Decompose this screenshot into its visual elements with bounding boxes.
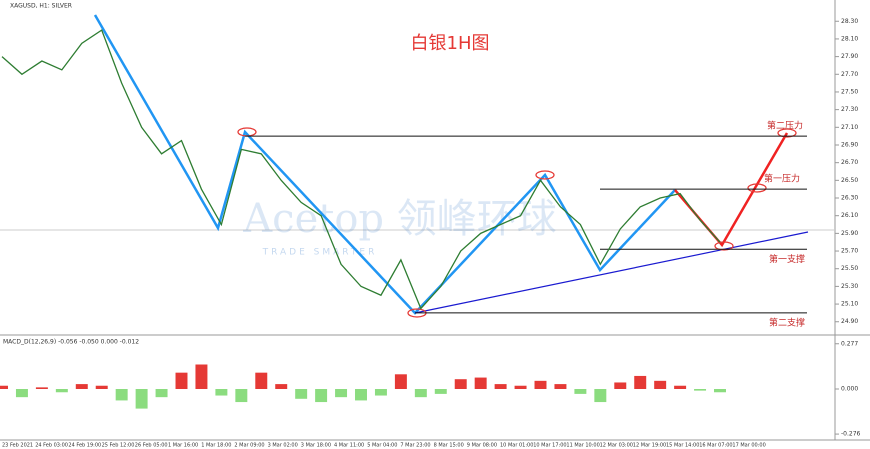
macd-bar: [614, 382, 627, 389]
time-label: 12 Mar 03:00: [600, 443, 633, 449]
macd-bar: [15, 389, 28, 398]
y-tick-label: 26.10: [841, 212, 858, 219]
time-label: 25 Feb 12:00: [102, 443, 135, 449]
time-label: 15 Mar 14:00: [666, 443, 699, 449]
y-tick-label: 26.70: [841, 159, 858, 166]
macd-label: MACD_D(12,26,9) -0.056 -0.050 0.000 -0.0…: [3, 339, 139, 346]
macd-bar: [554, 384, 567, 389]
macd-bar: [215, 389, 228, 396]
macd-bar: [275, 384, 288, 389]
macd-tick-label: 0.277: [841, 340, 858, 347]
macd-bar: [434, 389, 447, 394]
macd-bar: [674, 385, 687, 389]
time-label: 11 Mar 10:00: [566, 443, 599, 449]
macd-bar: [95, 385, 108, 389]
time-label: 2 Mar 09:00: [234, 443, 264, 449]
time-label: 23 Feb 2021: [2, 443, 33, 449]
y-tick-label: 25.90: [841, 230, 858, 237]
level-label: 第一支撑: [769, 253, 805, 265]
watermark: Acetop 领峰环球: [242, 196, 556, 242]
macd-tick-label: 0.000: [841, 386, 858, 393]
macd-bar: [574, 389, 587, 394]
macd-bar: [394, 374, 407, 389]
time-label: 7 Mar 23:00: [400, 443, 430, 449]
time-label: 10 Mar 17:00: [533, 443, 566, 449]
y-tick-label: 25.10: [841, 301, 858, 308]
y-tick-label: 27.70: [841, 71, 858, 78]
macd-bar: [255, 372, 268, 389]
macd-bar: [414, 389, 427, 398]
macd-tick-label: -0.276: [841, 431, 861, 438]
level-label: 第二压力: [767, 120, 803, 132]
time-label: 16 Mar 07:00: [699, 443, 732, 449]
macd-bar: [155, 389, 168, 398]
macd-bar: [335, 389, 348, 398]
macd-bar: [514, 385, 527, 389]
y-tick-label: 28.30: [841, 18, 858, 25]
chart-title: 白银1H图: [411, 33, 490, 54]
y-tick-label: 26.90: [841, 141, 858, 148]
y-tick-label: 27.50: [841, 88, 858, 95]
macd-bar: [355, 389, 367, 401]
macd-bar: [35, 387, 48, 389]
y-tick-label: 26.30: [841, 195, 858, 202]
macd-bar: [295, 389, 308, 399]
y-tick-label: 24.90: [841, 318, 858, 325]
time-label: 3 Mar 18:00: [301, 443, 331, 449]
macd-bar: [235, 389, 248, 403]
macd-bar: [694, 389, 707, 391]
time-label: 9 Mar 08:00: [467, 443, 497, 449]
macd-bar: [135, 389, 148, 409]
y-tick-label: 25.30: [841, 283, 858, 290]
price-line: [1, 29, 721, 310]
symbol-label: XAGUSD, H1: SILVER: [10, 3, 72, 10]
macd-bar: [195, 364, 208, 389]
time-label: 24 Feb 03:00: [35, 443, 68, 449]
time-label: 26 Feb 05:00: [135, 443, 168, 449]
macd-bar: [315, 389, 328, 403]
macd-bar: [474, 377, 487, 389]
y-tick-label: 25.50: [841, 265, 858, 272]
watermark-sub: TRADE SMARTER: [262, 248, 378, 258]
time-label: 4 Mar 11:00: [334, 443, 364, 449]
time-label: 24 Feb 19:00: [68, 443, 101, 449]
time-label: 1 Mar 16:00: [168, 443, 198, 449]
trendline: [414, 231, 809, 314]
macd-bar: [0, 385, 8, 389]
time-label: 12 Mar 19:00: [633, 443, 666, 449]
level-label: 第一压力: [764, 173, 800, 185]
macd-bar: [534, 380, 547, 389]
y-tick-label: 27.90: [841, 53, 858, 60]
time-label: 5 Mar 04:00: [367, 443, 397, 449]
macd-bar: [654, 380, 667, 389]
y-tick-label: 27.10: [841, 124, 858, 131]
level-label: 第二支撑: [769, 316, 805, 328]
macd-bar: [115, 389, 128, 401]
time-label: 8 Mar 15:00: [434, 443, 464, 449]
macd-bar: [374, 389, 387, 396]
time-label: 17 Mar 00:00: [732, 443, 765, 449]
time-label: 3 Mar 02:00: [268, 443, 298, 449]
time-label: 1 Mar 18:00: [201, 443, 231, 449]
y-tick-label: 25.70: [841, 248, 858, 255]
macd-bar: [75, 384, 88, 389]
macd-bar: [454, 379, 467, 389]
macd-bar: [55, 389, 68, 393]
macd-bar: [175, 372, 188, 389]
macd-bar: [714, 389, 726, 393]
macd-bar: [594, 389, 607, 403]
time-label: 10 Mar 01:00: [500, 443, 533, 449]
macd-bar: [494, 384, 507, 389]
y-tick-label: 28.10: [841, 35, 858, 42]
y-tick-label: 27.30: [841, 106, 858, 113]
macd-bar: [634, 375, 647, 389]
y-tick-label: 26.50: [841, 177, 858, 184]
